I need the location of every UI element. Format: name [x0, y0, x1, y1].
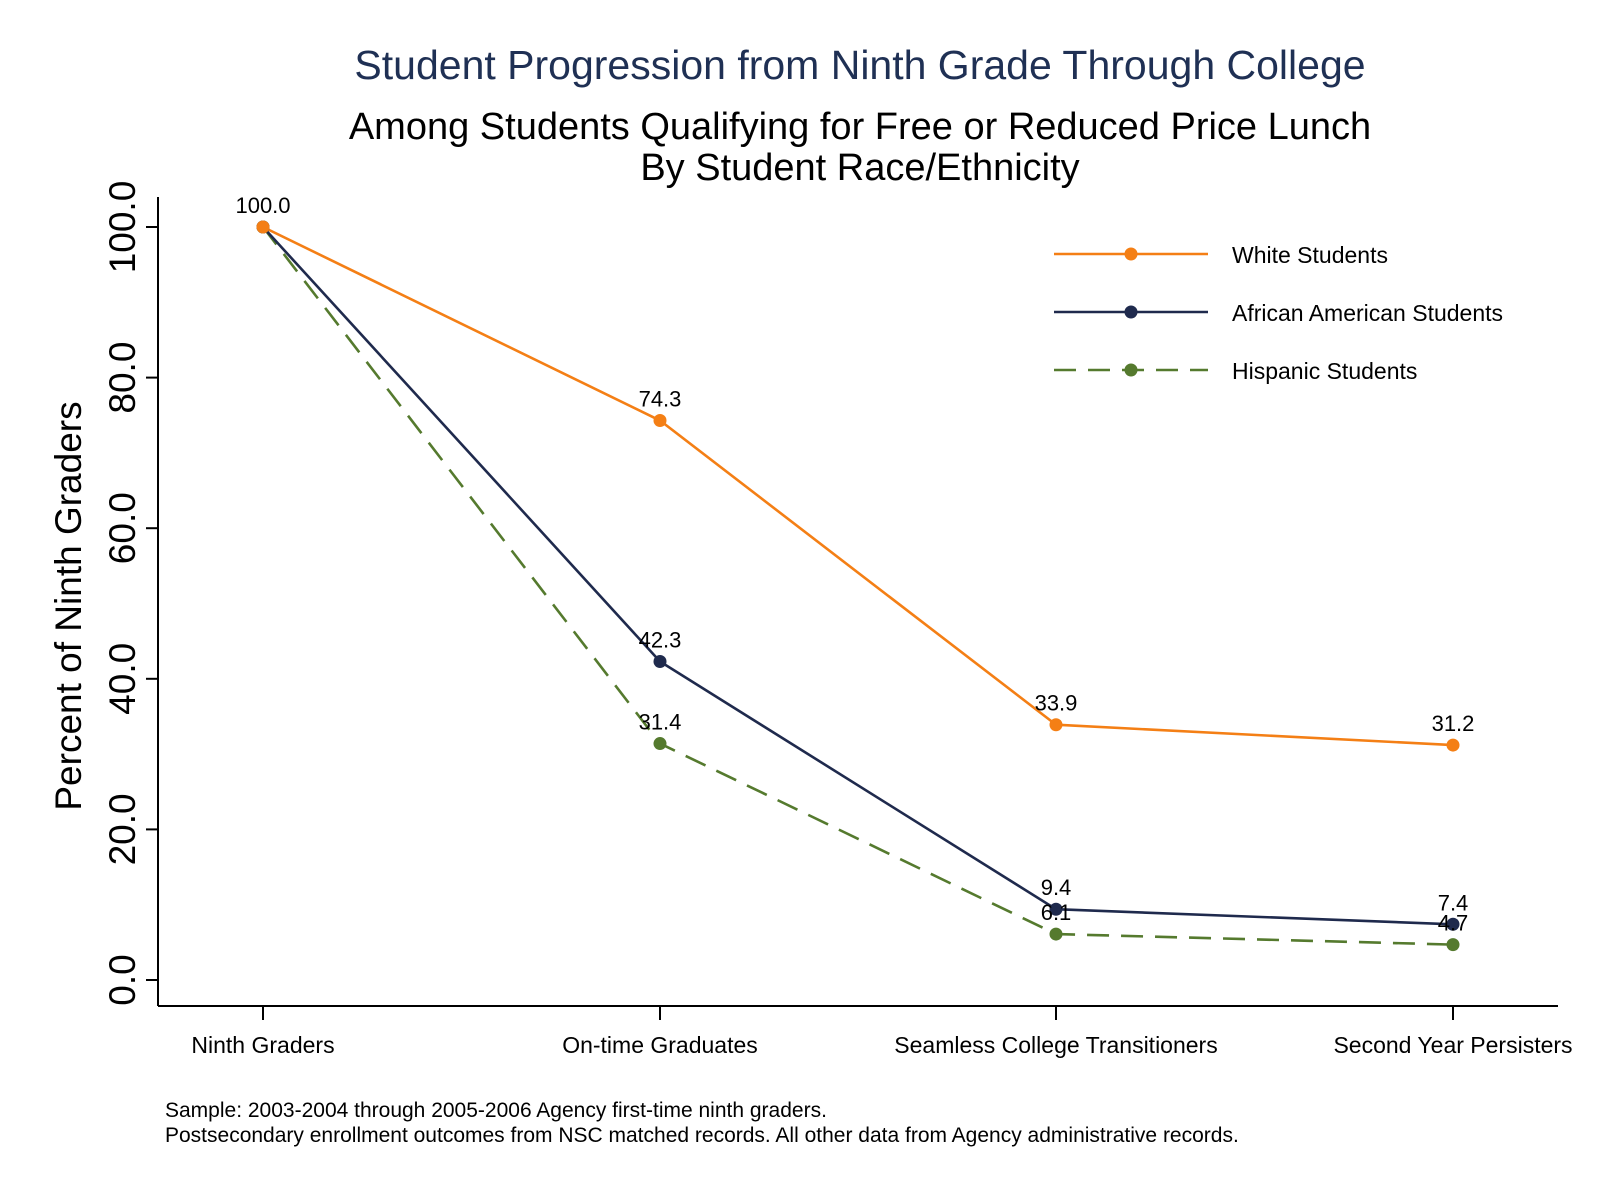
legend-marker-african-american-students — [1124, 305, 1138, 319]
footnote-sample: Sample: 2003-2004 through 2005-2006 Agen… — [165, 1099, 827, 1122]
y-tick-label-20-0: 20.0 — [102, 793, 143, 865]
data-point-african-american-students-1 — [653, 654, 667, 668]
y-tick-label-100-0: 100.0 — [102, 181, 143, 274]
x-tick-label-second-year-persisters: Second Year Persisters — [1333, 1032, 1572, 1058]
series-line-hispanic-students — [261, 226, 1454, 946]
data-label-white-students-3: 31.2 — [1432, 711, 1475, 736]
data-point-white-students-1 — [653, 414, 667, 428]
legend-swatch-white — [1054, 247, 1208, 261]
y-tick-label-60-0: 60.0 — [102, 492, 143, 564]
data-label-white-students-0: 100.0 — [235, 193, 290, 218]
legend-swatch-african-american — [1054, 305, 1208, 319]
legend-label-white: White Students — [1232, 242, 1388, 268]
x-tick-label-on-time-graduates: On-time Graduates — [562, 1032, 758, 1058]
chart-subtitle-line-1: Among Students Qualifying for Free or Re… — [348, 106, 1372, 148]
y-tick-label-80-0: 80.0 — [102, 342, 143, 414]
data-point-african-american-students-2 — [1049, 902, 1063, 916]
data-point-white-students-2 — [1049, 718, 1063, 732]
chart-title: Student Progression from Ninth Grade Thr… — [354, 42, 1366, 88]
data-point-hispanic-students-2 — [1049, 927, 1063, 941]
data-point-white-students-0 — [256, 220, 270, 234]
data-point-african-american-students-3 — [1446, 917, 1460, 931]
legend-marker-white-students — [1124, 247, 1138, 261]
data-label-african-american-students-2: 9.4 — [1041, 875, 1072, 900]
data-label-hispanic-students-2: 6.1 — [1041, 900, 1072, 925]
data-label-hispanic-students-3: 4.7 — [1438, 911, 1469, 936]
series-line-african-american-students — [262, 226, 1454, 926]
legend-label-african-american: African American Students — [1232, 300, 1504, 326]
y-tick-label-0-0: 0.0 — [102, 954, 143, 1005]
data-label-white-students-2: 33.9 — [1035, 691, 1078, 716]
chart-subtitle-line-2: By Student Race/Ethnicity — [640, 147, 1080, 189]
legend-label-hispanic: Hispanic Students — [1232, 358, 1418, 384]
x-tick-label-seamless-college-transitioners: Seamless College Transitioners — [894, 1032, 1217, 1058]
data-label-white-students-1: 74.3 — [639, 387, 682, 412]
y-tick-label-40-0: 40.0 — [102, 643, 143, 715]
data-label-african-american-students-3: 7.4 — [1438, 890, 1469, 915]
series-line-white-students — [262, 225, 1454, 747]
data-point-white-students-3 — [1446, 738, 1460, 752]
data-label-african-american-students-1: 42.3 — [639, 627, 682, 652]
x-tick-label-ninth-graders: Ninth Graders — [191, 1032, 334, 1058]
legend-marker-hispanic-students — [1124, 363, 1138, 377]
data-point-hispanic-students-1 — [653, 737, 667, 751]
footnote-sources: Postsecondary enrollment outcomes from N… — [165, 1124, 1239, 1147]
data-label-hispanic-students-1: 31.4 — [639, 710, 682, 735]
legend-swatch-hispanic — [1054, 363, 1208, 377]
data-point-hispanic-students-3 — [1446, 938, 1460, 952]
